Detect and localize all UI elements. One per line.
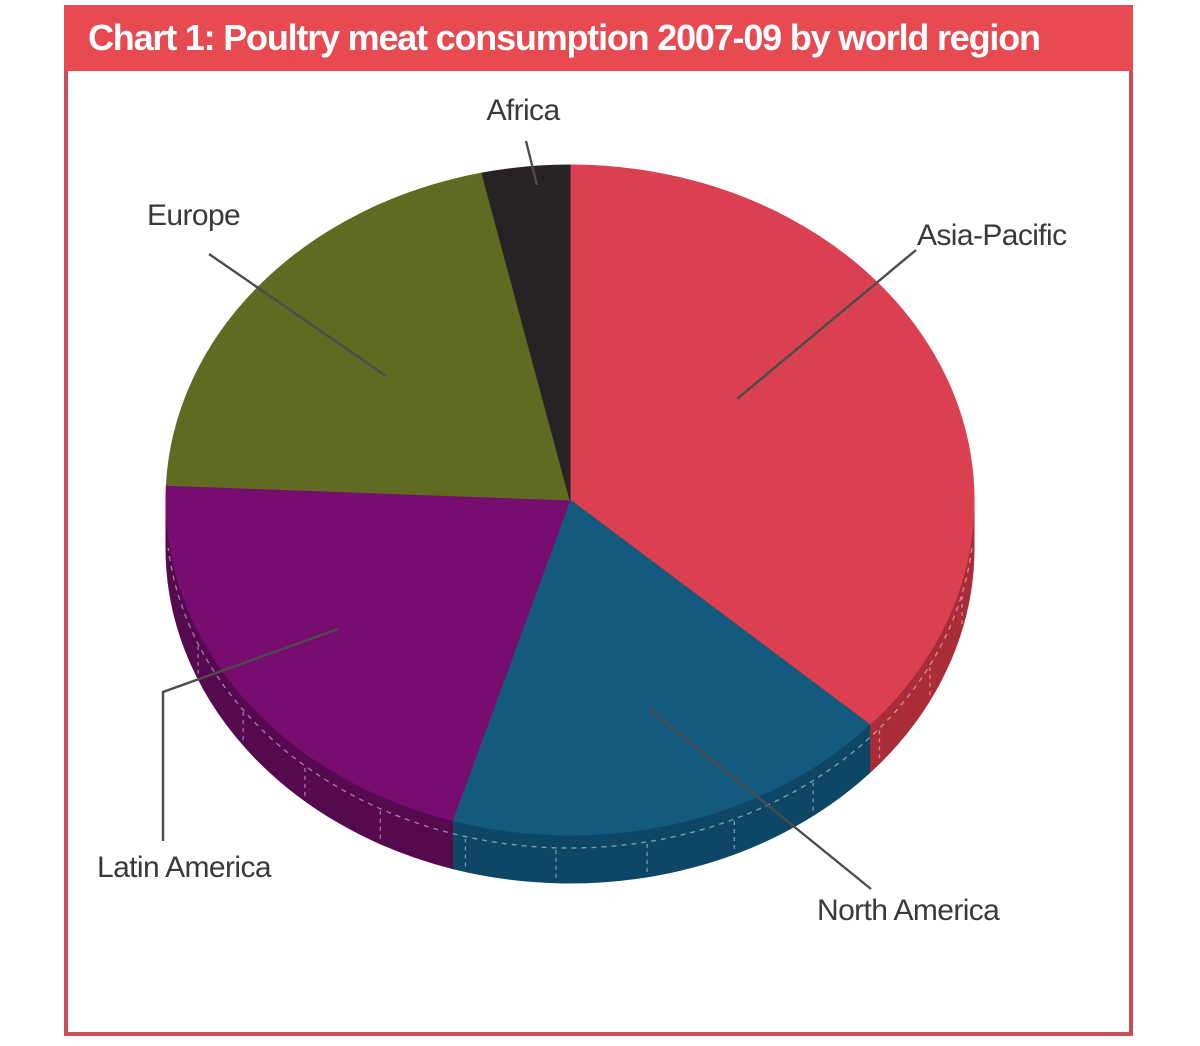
slice-label-latin-america: Latin America <box>97 851 272 884</box>
slice-label-asia-pacific: Asia-Pacific <box>917 219 1067 252</box>
pie-slice-latin-america <box>165 484 571 822</box>
leader-line-europe <box>208 253 387 377</box>
rim-dashed-arc <box>167 547 973 849</box>
pie-slice-north-america <box>451 499 871 836</box>
leader-line-latin-america <box>161 627 339 841</box>
slice-label-europe: Europe <box>147 199 241 232</box>
chart-title-bar: Chart 1: Poultry meat consumption 2007-0… <box>64 5 1133 71</box>
leader-line-north-america <box>648 708 872 890</box>
slice-label-africa: Africa <box>486 94 560 127</box>
pie-slice-asia-pacific <box>569 164 975 726</box>
leader-line-africa <box>524 140 539 186</box>
leader-line-asia-pacific <box>736 249 917 400</box>
chart-title: Chart 1: Poultry meat consumption 2007-0… <box>88 17 1041 58</box>
pie-slice-europe <box>165 172 571 501</box>
pie-slice-africa <box>481 164 571 501</box>
slice-label-north-america: North America <box>817 894 1000 927</box>
